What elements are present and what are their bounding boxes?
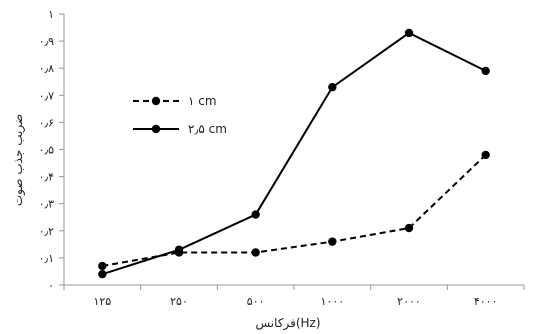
legend-marker (151, 124, 161, 134)
legend-label: ۱ cm (188, 94, 217, 108)
x-tick-label: ۱۲۵ (93, 295, 111, 308)
legend-item: ۲٫۵ cm (133, 122, 227, 136)
y-tick-label: ۰٫۳ (39, 198, 54, 211)
data-point (251, 210, 260, 219)
data-point (98, 261, 107, 271)
y-tick-label: ۰٫۷ (39, 89, 54, 102)
y-tick-label: ۰٫۵ (39, 144, 54, 157)
x-axis-title: فرکانس(Hz) (255, 316, 320, 331)
x-tick-label: ۲۵۰ (170, 295, 188, 308)
y-tick-label: ۰٫۱ (39, 252, 54, 265)
x-axis-ticks: ۱۲۵ ۲۵۰ ۵۰۰ ۱۰۰۰ ۲۰۰۰ ۴۰۰۰ (63, 285, 525, 308)
legend-marker (151, 96, 161, 106)
data-point (328, 237, 337, 246)
y-tick-label: ۰ (48, 279, 54, 292)
data-point (404, 223, 414, 233)
data-point (404, 28, 414, 38)
series-line (102, 154, 487, 268)
x-tick-label: ۵۰۰ (247, 295, 265, 308)
y-tick-label: ۰٫۴ (39, 171, 54, 184)
y-axis-ticks: ۰ ۰٫۱ ۰٫۲ ۰٫۳ ۰٫۴ ۰٫۵ ۰٫۶ ۰٫۷ ۰٫۸ ۰٫۹ ۱ (39, 8, 64, 292)
data-point (481, 150, 490, 160)
y-tick-label: ۰٫۲ (39, 225, 54, 238)
x-tick-label: ۱۰۰۰ (321, 295, 345, 308)
y-tick-label: ۰٫۶ (39, 116, 54, 129)
series-line (102, 31, 487, 276)
series-1 (98, 150, 490, 271)
data-point (251, 248, 260, 257)
data-point (98, 269, 107, 279)
y-axis-title: ضریب جذب صوت (11, 114, 26, 206)
y-tick-label: ۰٫۸ (39, 62, 54, 75)
data-point (481, 66, 490, 76)
data-point (328, 82, 337, 92)
series-2 (98, 28, 490, 279)
series-layer (98, 28, 490, 279)
y-tick-label: ۰٫۹ (39, 35, 54, 48)
legend-label: ۲٫۵ cm (188, 122, 227, 136)
legend-item: ۱ cm (133, 94, 217, 108)
legend: ۱ cm ۲٫۵ cm (133, 94, 227, 136)
x-tick-label: ۲۰۰۰ (397, 295, 421, 308)
x-tick-label: ۴۰۰۰ (474, 295, 498, 308)
y-tick-label: ۱ (48, 8, 54, 21)
data-point (174, 245, 184, 254)
